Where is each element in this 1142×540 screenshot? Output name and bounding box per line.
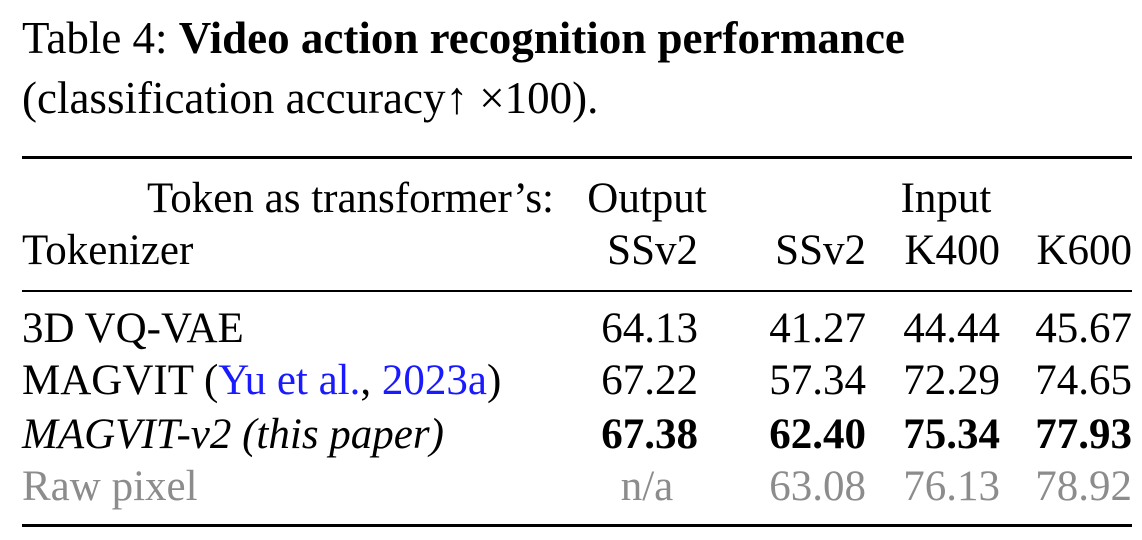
caption-line-2: (classification accuracy↑ ×100). [22,73,599,123]
row-name-text: MAGVIT [22,357,194,404]
row-name-magvit: MAGVIT (Yu et al., 2023a) [22,356,501,406]
cell-value: 63.08 [769,463,866,510]
header-token-label: Token as transformer’s: [147,175,554,222]
citation-year-link[interactable]: 2023a [381,357,487,404]
citation-open: ( [203,357,219,404]
bottom-rule [22,524,1132,527]
table-caption: Table 4: Video action recognition perfor… [22,8,1137,128]
cell-value-best: 62.40 [769,411,866,458]
top-rule [22,156,1132,159]
cell-value: 64.13 [601,305,698,352]
citation-close: ) [486,357,502,404]
cell-value: 45.67 [1035,305,1132,352]
caption-title: Video action recognition performance [178,13,905,63]
cell-value: 74.65 [1035,357,1132,404]
cell-value: 76.13 [903,463,1000,510]
row-name-magvit-v2: MAGVIT-v2 (this paper) [22,411,444,458]
cell-value: 67.22 [601,357,698,404]
header-tokenizer-label: Tokenizer [22,227,194,274]
cell-value-best: 77.93 [1035,411,1132,458]
header-rule [22,290,1132,292]
column-header-input-ssv2: SSv2 [775,227,866,274]
column-header-k400: K400 [904,227,1000,274]
cell-value: 78.92 [1035,463,1132,510]
row-name-3d-vq-vae: 3D VQ-VAE [22,305,244,352]
citation-authors-link[interactable]: Yu et al. [218,357,361,404]
citation-separator: , [360,357,382,404]
header-input-label: Input [900,175,992,222]
column-header-k600: K600 [1036,227,1132,274]
header-output-label: Output [587,175,707,222]
cell-value: 41.27 [769,305,866,352]
caption-line-1: Table 4: Video action recognition perfor… [22,8,1137,68]
column-header-output-ssv2: SSv2 [607,227,698,274]
caption-label: Table 4: [22,13,168,63]
cell-value-best: 67.38 [601,411,698,458]
cell-value: n/a [620,463,674,510]
cell-value: 57.34 [769,357,866,404]
cell-value: 44.44 [903,305,1000,352]
cell-value: 72.29 [903,357,1000,404]
cell-value-best: 75.34 [903,411,1000,458]
row-name-raw-pixel: Raw pixel [22,463,198,510]
